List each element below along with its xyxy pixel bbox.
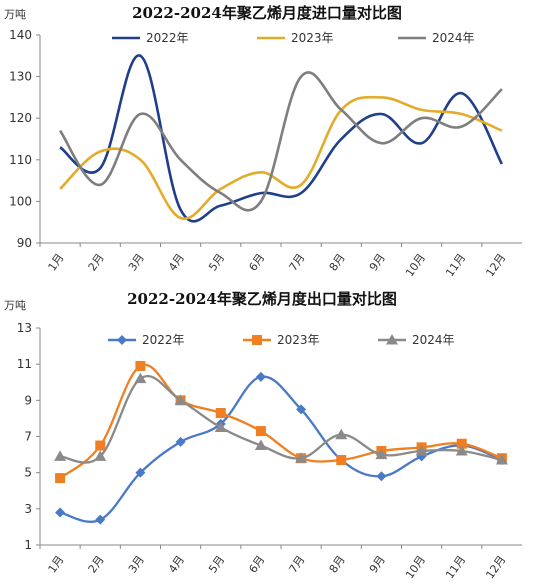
x-tick-label: 1月 [46,251,67,273]
x-tick-label: 4月 [166,553,187,575]
data-point-triangle [254,439,267,451]
legend-label: 2023年 [277,333,320,347]
series-line-1 [59,363,503,480]
legend-label: 2023年 [291,31,334,45]
x-tick-label: 9月 [367,251,388,273]
x-tick-label: 10月 [403,553,428,581]
data-point-diamond [255,371,266,382]
x-tick-label: 12月 [483,553,508,581]
data-point-diamond [95,514,106,525]
x-tick-label: 12月 [483,251,508,279]
x-tick-label: 2月 [86,553,107,575]
y-axis-unit: 万吨 [4,299,26,312]
x-tick-label: 11月 [443,251,468,279]
data-point-square [336,455,347,466]
data-point-triangle [295,452,308,463]
chart-title: 2022-2024年聚乙烯月度进口量对比图 [132,4,402,22]
legend-label: 2022年 [142,333,185,347]
x-tick-label: 8月 [327,553,348,575]
data-point-diamond [376,471,387,482]
y-tick-label: 110 [9,153,32,167]
x-tick-label: 3月 [126,553,147,575]
x-tick-label: 7月 [287,251,308,273]
y-tick-label: 130 [9,70,32,84]
y-tick-label: 5 [24,466,32,480]
chart-title: 2022-2024年聚乙烯月度出口量对比图 [127,290,397,308]
y-tick-label: 7 [24,430,32,444]
import-chart: 2022-2024年聚乙烯月度进口量对比图 万吨 90 100 110 120 130 140… [4,4,522,279]
x-tick-label: 11月 [443,553,468,581]
y-tick-label: 120 [9,111,32,125]
x-tick-label: 8月 [327,251,348,273]
data-point-square [95,440,106,451]
y-tick-label: 140 [9,28,32,42]
legend-label: 2024年 [432,31,475,45]
y-tick-label: 13 [17,321,32,335]
x-tick-label: 5月 [206,553,227,575]
data-point-square [55,473,66,484]
data-point-diamond [296,404,307,415]
x-tick-label: 1月 [46,553,67,575]
y-tick-label: 100 [9,194,32,208]
x-tick-label: 5月 [206,251,227,273]
data-point-triangle [455,444,468,456]
data-point-diamond [135,467,146,478]
data-point-triangle [495,454,508,465]
x-tick-label: 6月 [246,553,267,575]
data-point-square [255,426,266,437]
data-point-diamond [175,436,186,447]
x-tick-label: 9月 [367,553,388,575]
x-tick-label: 10月 [403,251,428,279]
data-point-square [456,438,467,449]
y-tick-label: 1 [24,538,32,552]
x-tick-label: 6月 [246,251,267,273]
x-tick-label: 2月 [86,251,107,273]
x-tick-label: 4月 [166,251,187,273]
y-tick-label: 11 [17,357,32,371]
data-point-diamond [55,507,66,518]
data-point-triangle [174,394,187,405]
y-tick-label: 90 [17,236,32,250]
legend-label: 2024年 [412,333,455,347]
data-point-triangle [94,450,107,461]
y-axis-unit: 万吨 [4,8,26,21]
legend-label: 2022年 [146,31,189,45]
data-point-triangle [54,450,67,461]
data-point-square [135,360,146,371]
data-point-triangle [214,421,227,432]
legend-marker [252,335,262,345]
series-line-1 [59,95,503,220]
data-point-triangle [415,444,428,456]
y-tick-label: 9 [24,393,32,407]
data-point-square [215,407,226,418]
data-point-triangle [375,448,388,460]
legend-marker [117,335,127,345]
x-tick-label: 7月 [287,553,308,575]
x-tick-label: 3月 [126,251,147,273]
series-line-2 [59,71,503,212]
data-point-triangle [134,372,147,384]
data-point-triangle [335,428,348,440]
legend-marker [386,334,398,345]
y-tick-label: 3 [24,502,32,516]
